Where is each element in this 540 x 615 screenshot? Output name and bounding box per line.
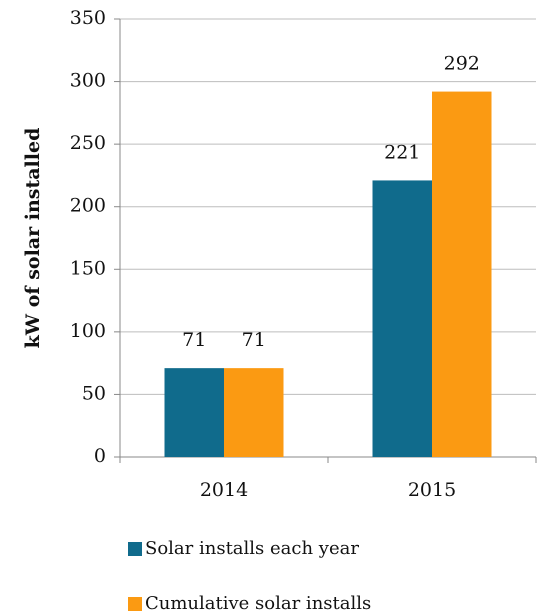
y-axis-label: kW of solar installed <box>22 128 44 349</box>
bar <box>164 368 224 457</box>
y-tick-label: 150 <box>70 257 106 279</box>
legend-label: Cumulative solar installs <box>145 593 371 614</box>
y-tick-label: 350 <box>70 7 106 29</box>
x-tick-label: 2015 <box>408 479 456 501</box>
bar <box>224 368 284 457</box>
data-label: 221 <box>384 141 420 163</box>
bar <box>372 180 432 458</box>
y-tick-label: 50 <box>82 382 106 404</box>
legend-swatch <box>128 597 142 611</box>
x-tick-label: 2014 <box>200 479 248 501</box>
y-tick-label: 100 <box>70 320 106 342</box>
y-tick-label: 200 <box>70 195 106 217</box>
y-tick-label: 300 <box>70 70 106 92</box>
data-label: 292 <box>444 53 480 75</box>
legend-label: Solar installs each year <box>145 538 359 559</box>
bar <box>432 91 492 457</box>
data-label: 71 <box>182 329 206 351</box>
legend-swatch <box>128 542 142 556</box>
data-label: 71 <box>242 329 266 351</box>
y-tick-label: 0 <box>94 445 106 467</box>
y-tick-label: 250 <box>70 132 106 154</box>
